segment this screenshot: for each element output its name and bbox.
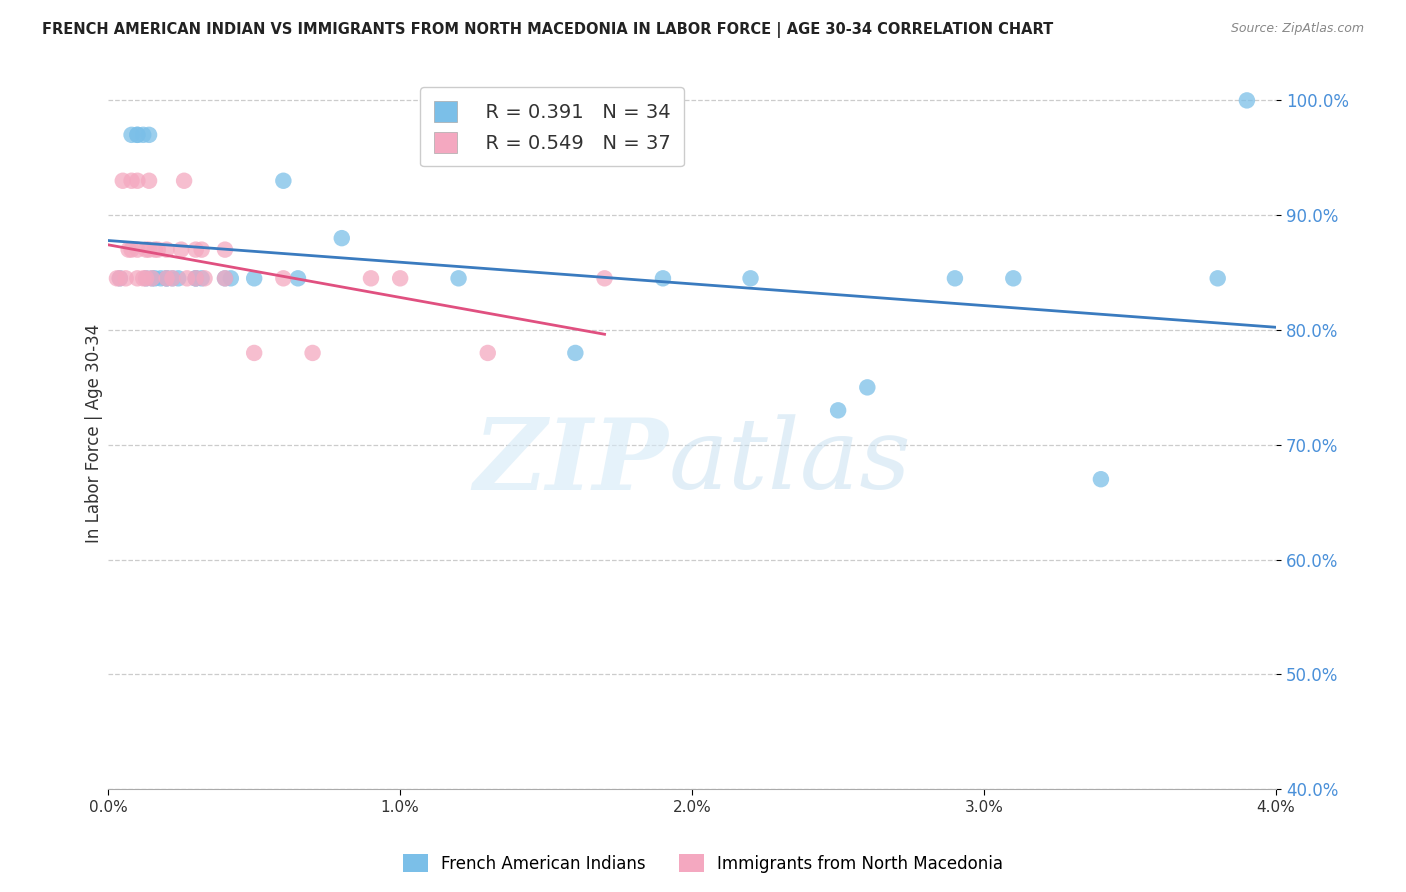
Point [127,128,149,142]
Point [214,271,236,285]
Text: ZIP: ZIP [474,414,669,510]
Point [146,243,169,257]
Point [1090,472,1112,486]
Text: FRENCH AMERICAN INDIAN VS IMMIGRANTS FROM NORTH MACEDONIA IN LABOR FORCE | AGE 3: FRENCH AMERICAN INDIAN VS IMMIGRANTS FRO… [42,22,1053,38]
Point [360,271,382,285]
Point [827,403,849,417]
Point [121,128,143,142]
Point [243,346,266,360]
Point [273,174,295,188]
Point [477,346,499,360]
Point [301,346,323,360]
Point [943,271,966,285]
Point [108,271,131,285]
Point [447,271,470,285]
Point [138,243,160,257]
Point [184,271,207,285]
Point [138,174,160,188]
Point [389,271,412,285]
Point [273,271,295,285]
Point [219,271,242,285]
Point [190,271,212,285]
Point [162,271,184,285]
Legend: French American Indians, Immigrants from North Macedonia: French American Indians, Immigrants from… [396,847,1010,880]
Point [176,271,198,285]
Point [135,271,157,285]
Point [155,271,177,285]
Point [111,174,134,188]
Point [121,174,143,188]
Point [141,271,163,285]
Point [143,271,166,285]
Point [155,243,177,257]
Point [127,271,149,285]
Point [740,271,762,285]
Point [1206,271,1229,285]
Point [149,271,172,285]
Point [132,128,155,142]
Point [127,243,149,257]
Point [162,271,184,285]
Point [330,231,353,245]
Point [117,243,139,257]
Point [141,271,163,285]
Point [127,128,149,142]
Point [184,243,207,257]
Y-axis label: In Labor Force | Age 30-34: In Labor Force | Age 30-34 [86,324,103,543]
Point [193,271,215,285]
Point [184,271,207,285]
Point [856,380,879,394]
Legend:   R = 0.391   N = 34,   R = 0.549   N = 37: R = 0.391 N = 34, R = 0.549 N = 37 [420,87,683,167]
Point [155,271,177,285]
Point [243,271,266,285]
Point [135,271,157,285]
Point [173,174,195,188]
Point [155,271,177,285]
Point [287,271,309,285]
Point [1002,271,1025,285]
Point [135,243,157,257]
Point [652,271,675,285]
Point [170,243,193,257]
Point [143,243,166,257]
Point [167,271,190,285]
Point [593,271,616,285]
Point [1236,94,1258,108]
Point [127,174,149,188]
Point [138,128,160,142]
Point [132,271,155,285]
Point [121,243,143,257]
Point [114,271,136,285]
Point [214,271,236,285]
Text: atlas: atlas [669,414,911,509]
Point [108,271,131,285]
Point [564,346,586,360]
Point [214,243,236,257]
Text: Source: ZipAtlas.com: Source: ZipAtlas.com [1230,22,1364,36]
Point [184,271,207,285]
Point [190,243,212,257]
Point [105,271,128,285]
